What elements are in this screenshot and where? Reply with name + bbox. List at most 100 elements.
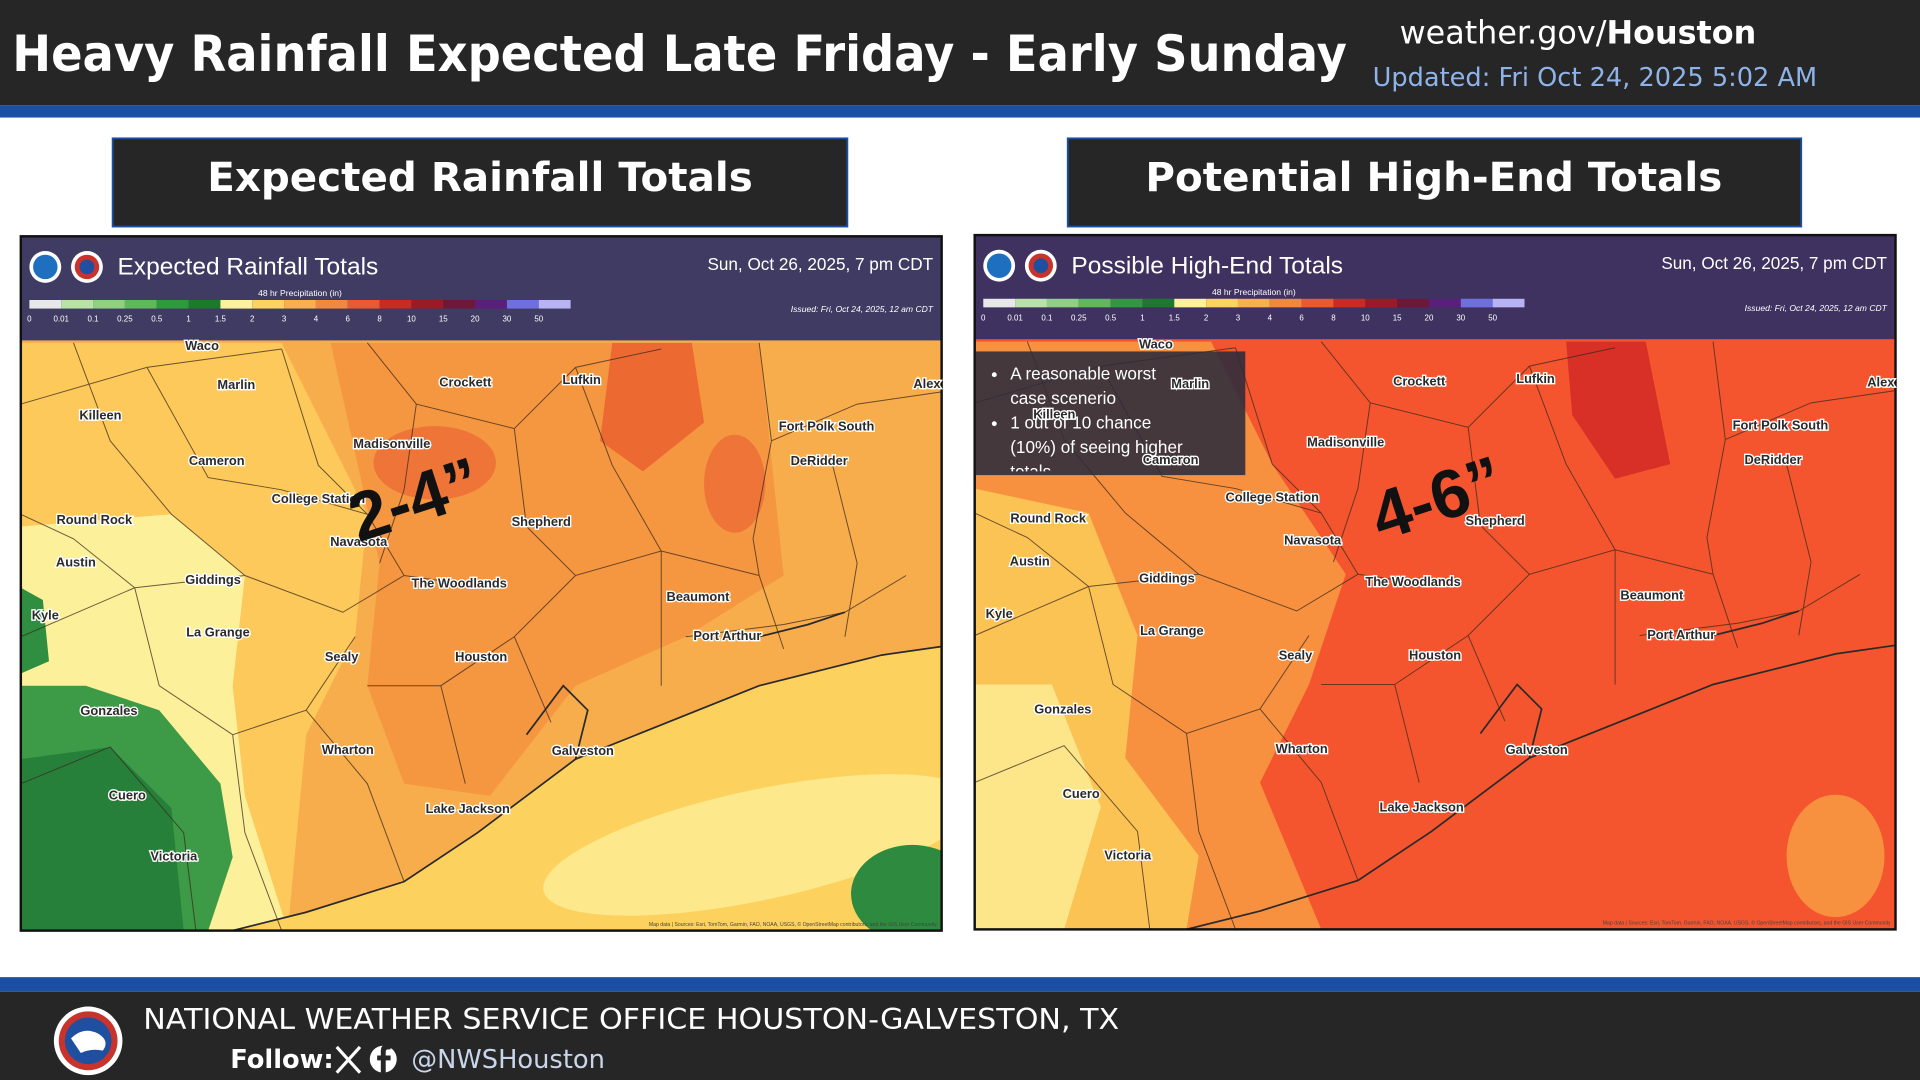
- footer-stripe: [0, 977, 1920, 992]
- city-label: La Grange: [1140, 623, 1204, 638]
- city-label: Marlin: [217, 377, 255, 392]
- legend-swatch: [1078, 298, 1111, 308]
- city-label: Crockett: [439, 375, 492, 390]
- legend-tick-label: 10: [407, 315, 416, 324]
- x-icon: [335, 1045, 362, 1074]
- legend-tick-label: 1.5: [215, 315, 227, 324]
- city-label: La Grange: [186, 624, 250, 639]
- office-name: NATIONAL WEATHER SERVICE OFFICE HOUSTON-…: [143, 1003, 1119, 1036]
- city-label: DeRidder: [791, 453, 848, 468]
- city-label: Beaumont: [1620, 588, 1684, 603]
- legend-tick-label: 10: [1361, 313, 1370, 322]
- city-label: Lake Jackson: [1380, 800, 1464, 815]
- page-title: Heavy Rainfall Expected Late Friday - Ea…: [12, 24, 1347, 83]
- city-label: Lufkin: [1516, 371, 1555, 386]
- legend-tick-label: 0.5: [151, 315, 163, 324]
- legend-tick-label: 0.1: [1041, 313, 1053, 322]
- city-label: Cameron: [1143, 452, 1199, 467]
- city-label: Sealy: [325, 649, 359, 664]
- legend-swatch: [220, 300, 253, 309]
- site-url: weather.gov/Houston: [1400, 13, 1757, 51]
- legend-tick-label: 8: [1331, 313, 1336, 322]
- map-attribution: Map data | Sources: Esri, TomTom, Garmin…: [1603, 920, 1891, 927]
- legend-tick-label: 20: [471, 315, 480, 324]
- legend-title: 48 hr Precipitation (in): [258, 288, 342, 298]
- city-label: Marlin: [1171, 376, 1209, 391]
- legend-swatch: [124, 300, 157, 309]
- legend-tick-label: 6: [1299, 313, 1304, 322]
- legend-swatch: [252, 300, 285, 309]
- city-label: Houston: [455, 649, 507, 664]
- city-label: Galveston: [552, 743, 614, 758]
- legend-swatch: [1397, 298, 1429, 308]
- city-label: Lake Jackson: [426, 801, 510, 816]
- legend-swatch: [1110, 298, 1143, 308]
- legend-swatch: [1365, 298, 1398, 308]
- map: Expected Rainfall Totals Sun, Oct 26, 202…: [19, 235, 943, 932]
- legend-tick-label: 0: [27, 315, 32, 324]
- map-title: Possible High-End Totals: [1071, 252, 1343, 279]
- legend-swatch: [347, 300, 380, 309]
- city-label: Waco: [1139, 337, 1173, 352]
- legend-tick-label: 3: [282, 315, 287, 324]
- legend-tick-label: 0.25: [1071, 313, 1087, 322]
- legend-tick-label: 1: [1140, 313, 1145, 322]
- city-label: Cameron: [189, 453, 245, 468]
- facebook-icon: [369, 1044, 397, 1076]
- city-label: Wharton: [322, 742, 374, 757]
- legend-tick-label: 3: [1236, 313, 1241, 322]
- legend-tick-label: 50: [1488, 313, 1497, 322]
- legend-swatch: [188, 300, 221, 309]
- panel-title: Potential High-End Totals: [1145, 153, 1722, 201]
- legend-title: 48 hr Precipitation (in): [1212, 287, 1296, 297]
- legend-swatch: [1301, 298, 1334, 308]
- social-handle: @NWSHouston: [411, 1045, 605, 1075]
- legend-tick-label: 15: [1393, 313, 1402, 322]
- issued-time: Issued: Fri, Oct 24, 2025, 12 am CDT: [1745, 303, 1888, 313]
- legend-swatch: [1269, 298, 1302, 308]
- city-label: DeRidder: [1745, 452, 1802, 467]
- city-label: Fort Polk South: [1733, 418, 1829, 433]
- map-attribution: Map data | Sources: Esri, TomTom, Garmin…: [649, 921, 937, 928]
- panel-title: Expected Rainfall Totals: [207, 153, 753, 201]
- city-label: Kyle: [986, 606, 1013, 621]
- city-label: College Station: [1226, 490, 1320, 505]
- city-label: Shepherd: [512, 514, 571, 529]
- legend-swatch: [1492, 298, 1525, 308]
- legend-tick-label: 0.01: [53, 315, 69, 324]
- legend-swatch: [93, 300, 125, 309]
- legend-tick-label: 4: [314, 315, 319, 324]
- legend-swatch: [538, 300, 571, 309]
- legend-swatch: [475, 300, 507, 309]
- note: 1 out of 10 chance (10%) of seeing highe…: [1010, 410, 1194, 472]
- legend-swatch: [411, 300, 444, 309]
- header-stripe: [0, 105, 1920, 118]
- legend-tick-label: 1.5: [1169, 313, 1181, 322]
- legend-tick-label: 20: [1425, 313, 1434, 322]
- legend-tick-label: 0: [981, 313, 986, 322]
- legend-swatch: [29, 300, 62, 309]
- legend-swatch: [379, 300, 412, 309]
- city-label: Giddings: [1139, 571, 1195, 586]
- city-label: Crockett: [1393, 373, 1446, 388]
- legend-swatch: [156, 300, 189, 309]
- city-label: Austin: [1010, 553, 1050, 568]
- legend-tick-label: 30: [1456, 313, 1465, 322]
- updated-time: Updated: Fri Oct 24, 2025 5:02 AM: [1373, 63, 1817, 93]
- header-bar: [0, 0, 1920, 106]
- legend-tick-label: 0.01: [1007, 313, 1023, 322]
- legend-swatch: [1428, 298, 1461, 308]
- city-label: Houston: [1409, 648, 1461, 663]
- notes-box: A reasonable worst case scenerio1 out of…: [983, 361, 1228, 471]
- legend-swatch: [1237, 298, 1270, 308]
- legend-swatch: [443, 300, 476, 309]
- legend-tick-label: 15: [439, 315, 448, 324]
- legend-tick-label: 2: [250, 315, 255, 324]
- follow-label: Follow:: [230, 1045, 333, 1075]
- notes: A reasonable worst case scenerio1 out of…: [983, 361, 1228, 472]
- legend-swatch: [284, 300, 316, 309]
- legend-tick-label: 1: [186, 315, 191, 324]
- city-label: Gonzales: [80, 703, 137, 718]
- legend-tick-label: 50: [534, 315, 543, 324]
